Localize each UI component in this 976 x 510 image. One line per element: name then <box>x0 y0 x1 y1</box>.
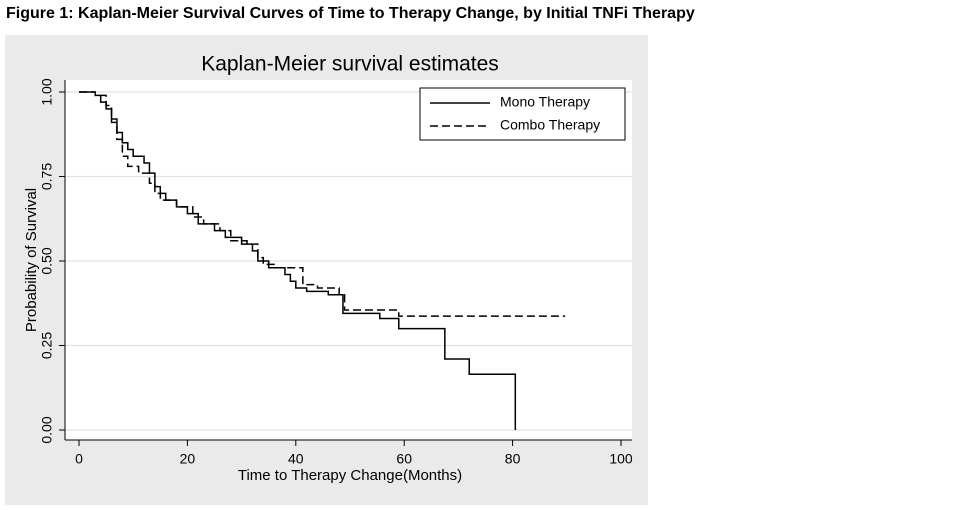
survival-line <box>79 91 566 317</box>
x-tick-label: 60 <box>396 451 412 467</box>
y-tick-label: 1.00 <box>39 78 55 105</box>
y-tick-label: 0.00 <box>39 416 55 443</box>
x-tick-label: 20 <box>180 451 196 467</box>
x-tick-label: 80 <box>505 451 521 467</box>
legend-label: Mono Therapy <box>500 94 590 110</box>
y-tick-label: 0.75 <box>39 163 55 190</box>
legend-label: Combo Therapy <box>500 117 600 133</box>
chart-title: Kaplan-Meier survival estimates <box>201 53 499 76</box>
x-axis-title: Time to Therapy Change(Months) <box>238 467 462 484</box>
legend-box <box>419 87 626 141</box>
y-axis-title: Probability of Survival <box>23 188 40 332</box>
y-tick-label: 0.25 <box>39 332 55 359</box>
x-tick-label: 100 <box>609 451 633 467</box>
x-tick-label: 0 <box>75 451 83 467</box>
x-tick-label: 40 <box>288 451 304 467</box>
survival-line <box>79 91 517 430</box>
figure-title: Figure 1: Kaplan-Meier Survival Curves o… <box>6 5 695 22</box>
y-tick-label: 0.50 <box>39 247 55 274</box>
